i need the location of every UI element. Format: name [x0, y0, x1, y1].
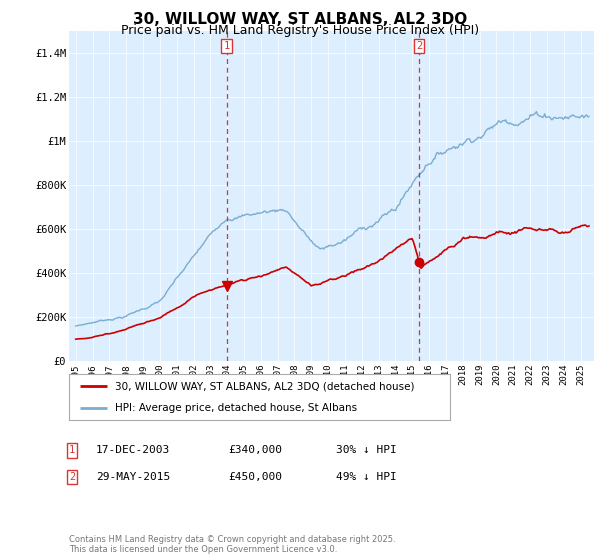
Text: 1: 1	[224, 41, 230, 51]
Text: 1: 1	[69, 445, 75, 455]
Text: 49% ↓ HPI: 49% ↓ HPI	[336, 472, 397, 482]
Text: 30, WILLOW WAY, ST ALBANS, AL2 3DQ (detached house): 30, WILLOW WAY, ST ALBANS, AL2 3DQ (deta…	[115, 381, 414, 391]
Text: £450,000: £450,000	[228, 472, 282, 482]
Text: Contains HM Land Registry data © Crown copyright and database right 2025.
This d: Contains HM Land Registry data © Crown c…	[69, 535, 395, 554]
Text: 30, WILLOW WAY, ST ALBANS, AL2 3DQ: 30, WILLOW WAY, ST ALBANS, AL2 3DQ	[133, 12, 467, 27]
Text: 2: 2	[416, 41, 422, 51]
Text: 17-DEC-2003: 17-DEC-2003	[96, 445, 170, 455]
Text: Price paid vs. HM Land Registry's House Price Index (HPI): Price paid vs. HM Land Registry's House …	[121, 24, 479, 36]
Text: HPI: Average price, detached house, St Albans: HPI: Average price, detached house, St A…	[115, 403, 357, 413]
Text: 30% ↓ HPI: 30% ↓ HPI	[336, 445, 397, 455]
Text: 29-MAY-2015: 29-MAY-2015	[96, 472, 170, 482]
Text: £340,000: £340,000	[228, 445, 282, 455]
Text: 2: 2	[69, 472, 75, 482]
